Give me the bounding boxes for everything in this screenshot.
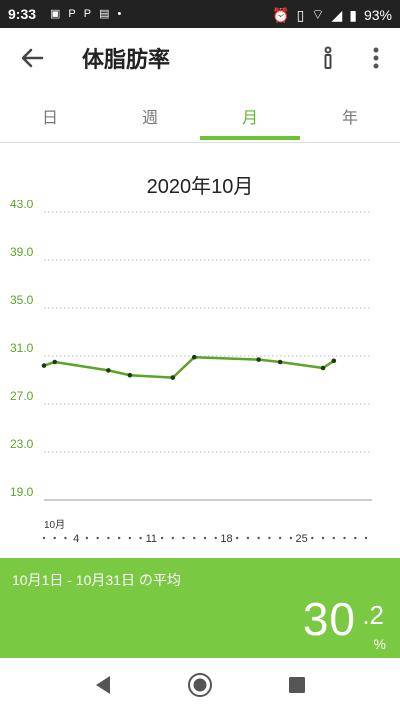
x-tick-label: 11 <box>146 533 157 545</box>
x-day-dot <box>214 536 217 540</box>
more-options-icon[interactable] <box>366 44 386 72</box>
tab-year[interactable]: 年 <box>341 110 358 127</box>
series-line <box>42 355 336 379</box>
parking-icon: P <box>68 8 76 20</box>
x-day-dot <box>96 536 99 540</box>
data-point <box>320 365 326 371</box>
status-time: 9:33 <box>8 6 37 22</box>
x-day-dot <box>117 536 121 540</box>
notification-icons: ▣ P P ▤ • <box>50 7 121 21</box>
info-icon[interactable] <box>318 44 338 72</box>
y-tick-label: 35.0 <box>10 293 34 307</box>
system-icons: ⏰ ▯ ⌔ ◢ ▮ 93% <box>272 6 392 24</box>
data-point <box>191 354 197 360</box>
x-day-dot <box>160 536 164 540</box>
x-month-label: 10月 <box>44 519 65 531</box>
body-fat-chart[interactable]: 43.0 39.0 35.0 31.0 27.0 23.0 19.0 10月 4 11 18 25 <box>0 200 400 545</box>
active-tab-indicator <box>200 136 300 140</box>
x-day-dot <box>64 536 67 540</box>
x-day-dot <box>257 536 260 540</box>
chart-title: 2020年10月 <box>146 176 254 198</box>
navigation-bar <box>0 658 400 711</box>
app-bar: 体脂肪率 <box>0 28 400 88</box>
period-tabs: 日 週 月 年 <box>0 94 400 143</box>
battery-icon: ▮ <box>349 6 357 23</box>
x-day-dot <box>354 536 357 540</box>
data-point <box>277 359 283 365</box>
summary-value-decimal: .2 <box>362 600 384 630</box>
back-arrow-icon[interactable] <box>18 44 46 72</box>
x-day-dot <box>246 536 250 540</box>
data-point <box>331 358 337 364</box>
vibrate-icon: ▯ <box>296 6 305 23</box>
dot-icon: • <box>117 8 122 20</box>
x-day-dot <box>364 536 368 540</box>
news-icon: ▤ <box>99 8 110 20</box>
x-day-dot <box>128 536 132 540</box>
image-icon: ▣ <box>50 8 61 20</box>
x-day-dot <box>182 536 185 540</box>
battery-percent: 93% <box>363 7 392 23</box>
data-point <box>256 357 261 362</box>
wifi-icon: ⌔ <box>311 6 325 22</box>
tab-day[interactable]: 日 <box>41 110 58 127</box>
status-bar: 9:33 ▣ P P ▤ • ⏰ ▯ ⌔ ◢ ▮ 93% <box>0 0 400 28</box>
x-day-dot <box>42 536 46 540</box>
data-point <box>106 368 111 373</box>
summary-unit: % <box>373 636 386 652</box>
x-day-dot <box>311 536 314 540</box>
summary-value: 30 <box>302 593 356 645</box>
back-nav-icon[interactable] <box>90 672 116 698</box>
x-day-dot <box>343 536 346 540</box>
y-tick-label: 43.0 <box>10 200 34 211</box>
x-day-dot <box>321 536 325 540</box>
data-point <box>41 363 47 368</box>
x-day-dot <box>85 536 89 540</box>
y-tick-label: 31.0 <box>10 341 34 355</box>
home-nav-icon[interactable] <box>187 672 213 698</box>
signal-icon: ◢ <box>331 6 343 23</box>
y-tick-label: 19.0 <box>10 485 34 499</box>
y-tick-label: 27.0 <box>10 389 34 403</box>
x-day-dot <box>53 536 56 540</box>
data-point <box>170 375 176 380</box>
x-day-dot <box>139 536 142 540</box>
page-title: 体脂肪率 <box>82 47 171 72</box>
x-day-dot <box>268 536 271 540</box>
summary-panel: 10月1日 - 10月31日 の平均 30 .2 % <box>0 558 400 658</box>
alarm-icon: ⏰ <box>272 6 290 23</box>
x-tick-label: 4 <box>73 533 79 545</box>
x-day-dot <box>203 536 207 540</box>
x-day-dot <box>171 536 174 540</box>
x-day-dot <box>193 536 196 540</box>
x-day-dot <box>236 536 239 540</box>
tab-month[interactable]: 月 <box>241 110 258 127</box>
summary-label: 10月1日 - 10月31日 の平均 <box>12 572 181 588</box>
x-day-dot <box>278 536 282 540</box>
x-day-dot <box>289 536 293 540</box>
y-tick-label: 39.0 <box>10 245 34 259</box>
parking-icon: P <box>83 8 92 20</box>
y-tick-label: 23.0 <box>10 437 34 451</box>
x-tick-label: 18 <box>220 533 232 545</box>
tab-week[interactable]: 週 <box>141 110 158 127</box>
x-tick-label: 25 <box>295 533 307 545</box>
recents-nav-icon[interactable] <box>284 672 310 698</box>
data-point <box>52 359 58 365</box>
x-day-dot <box>107 536 110 540</box>
x-day-dot <box>332 536 335 540</box>
data-point <box>127 372 133 378</box>
